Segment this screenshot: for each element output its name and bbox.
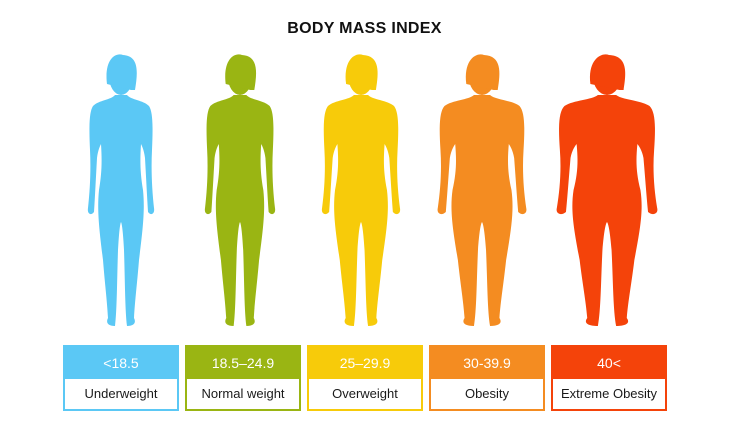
- silhouette-hair: [106, 54, 137, 90]
- silhouette-over: [321, 54, 401, 326]
- bmi-category-cards: <18.5 Underweight 18.5–24.9 Normal weigh…: [63, 345, 673, 413]
- bmi-label: Obesity: [431, 379, 543, 409]
- bmi-card-underweight: <18.5 Underweight: [63, 345, 179, 411]
- silhouette-body: [87, 95, 155, 326]
- silhouette-hair: [225, 54, 257, 90]
- silhouette-body: [204, 95, 276, 326]
- bmi-card-extreme-obesity: 40< Extreme Obesity: [551, 345, 667, 411]
- bmi-label: Normal weight: [187, 379, 299, 409]
- bmi-label: Extreme Obesity: [553, 379, 665, 409]
- bmi-label: Underweight: [65, 379, 177, 409]
- bmi-range: 25–29.9: [309, 347, 421, 379]
- silhouette-body: [437, 95, 527, 326]
- bmi-card-obesity: 30-39.9 Obesity: [429, 345, 545, 411]
- bmi-card-normal-weight: 18.5–24.9 Normal weight: [185, 345, 301, 411]
- silhouette-hair: [345, 54, 378, 90]
- bmi-range: 40<: [553, 347, 665, 379]
- silhouette-slim: [87, 54, 155, 326]
- silhouette-normal: [204, 54, 276, 326]
- silhouette-obese: [437, 54, 527, 326]
- page-title: BODY MASS INDEX: [287, 20, 442, 37]
- body-silhouettes: [87, 54, 658, 326]
- silhouette-hair: [589, 54, 626, 90]
- silhouette-body: [556, 95, 658, 326]
- bmi-card-overweight: 25–29.9 Overweight: [307, 345, 423, 411]
- bmi-range: 30-39.9: [431, 347, 543, 379]
- silhouette-body: [321, 95, 401, 326]
- bmi-range: <18.5: [65, 347, 177, 379]
- bmi-label: Overweight: [309, 379, 421, 409]
- bmi-range: 18.5–24.9: [187, 347, 299, 379]
- silhouette-extreme: [556, 54, 658, 326]
- silhouette-hair: [465, 54, 500, 90]
